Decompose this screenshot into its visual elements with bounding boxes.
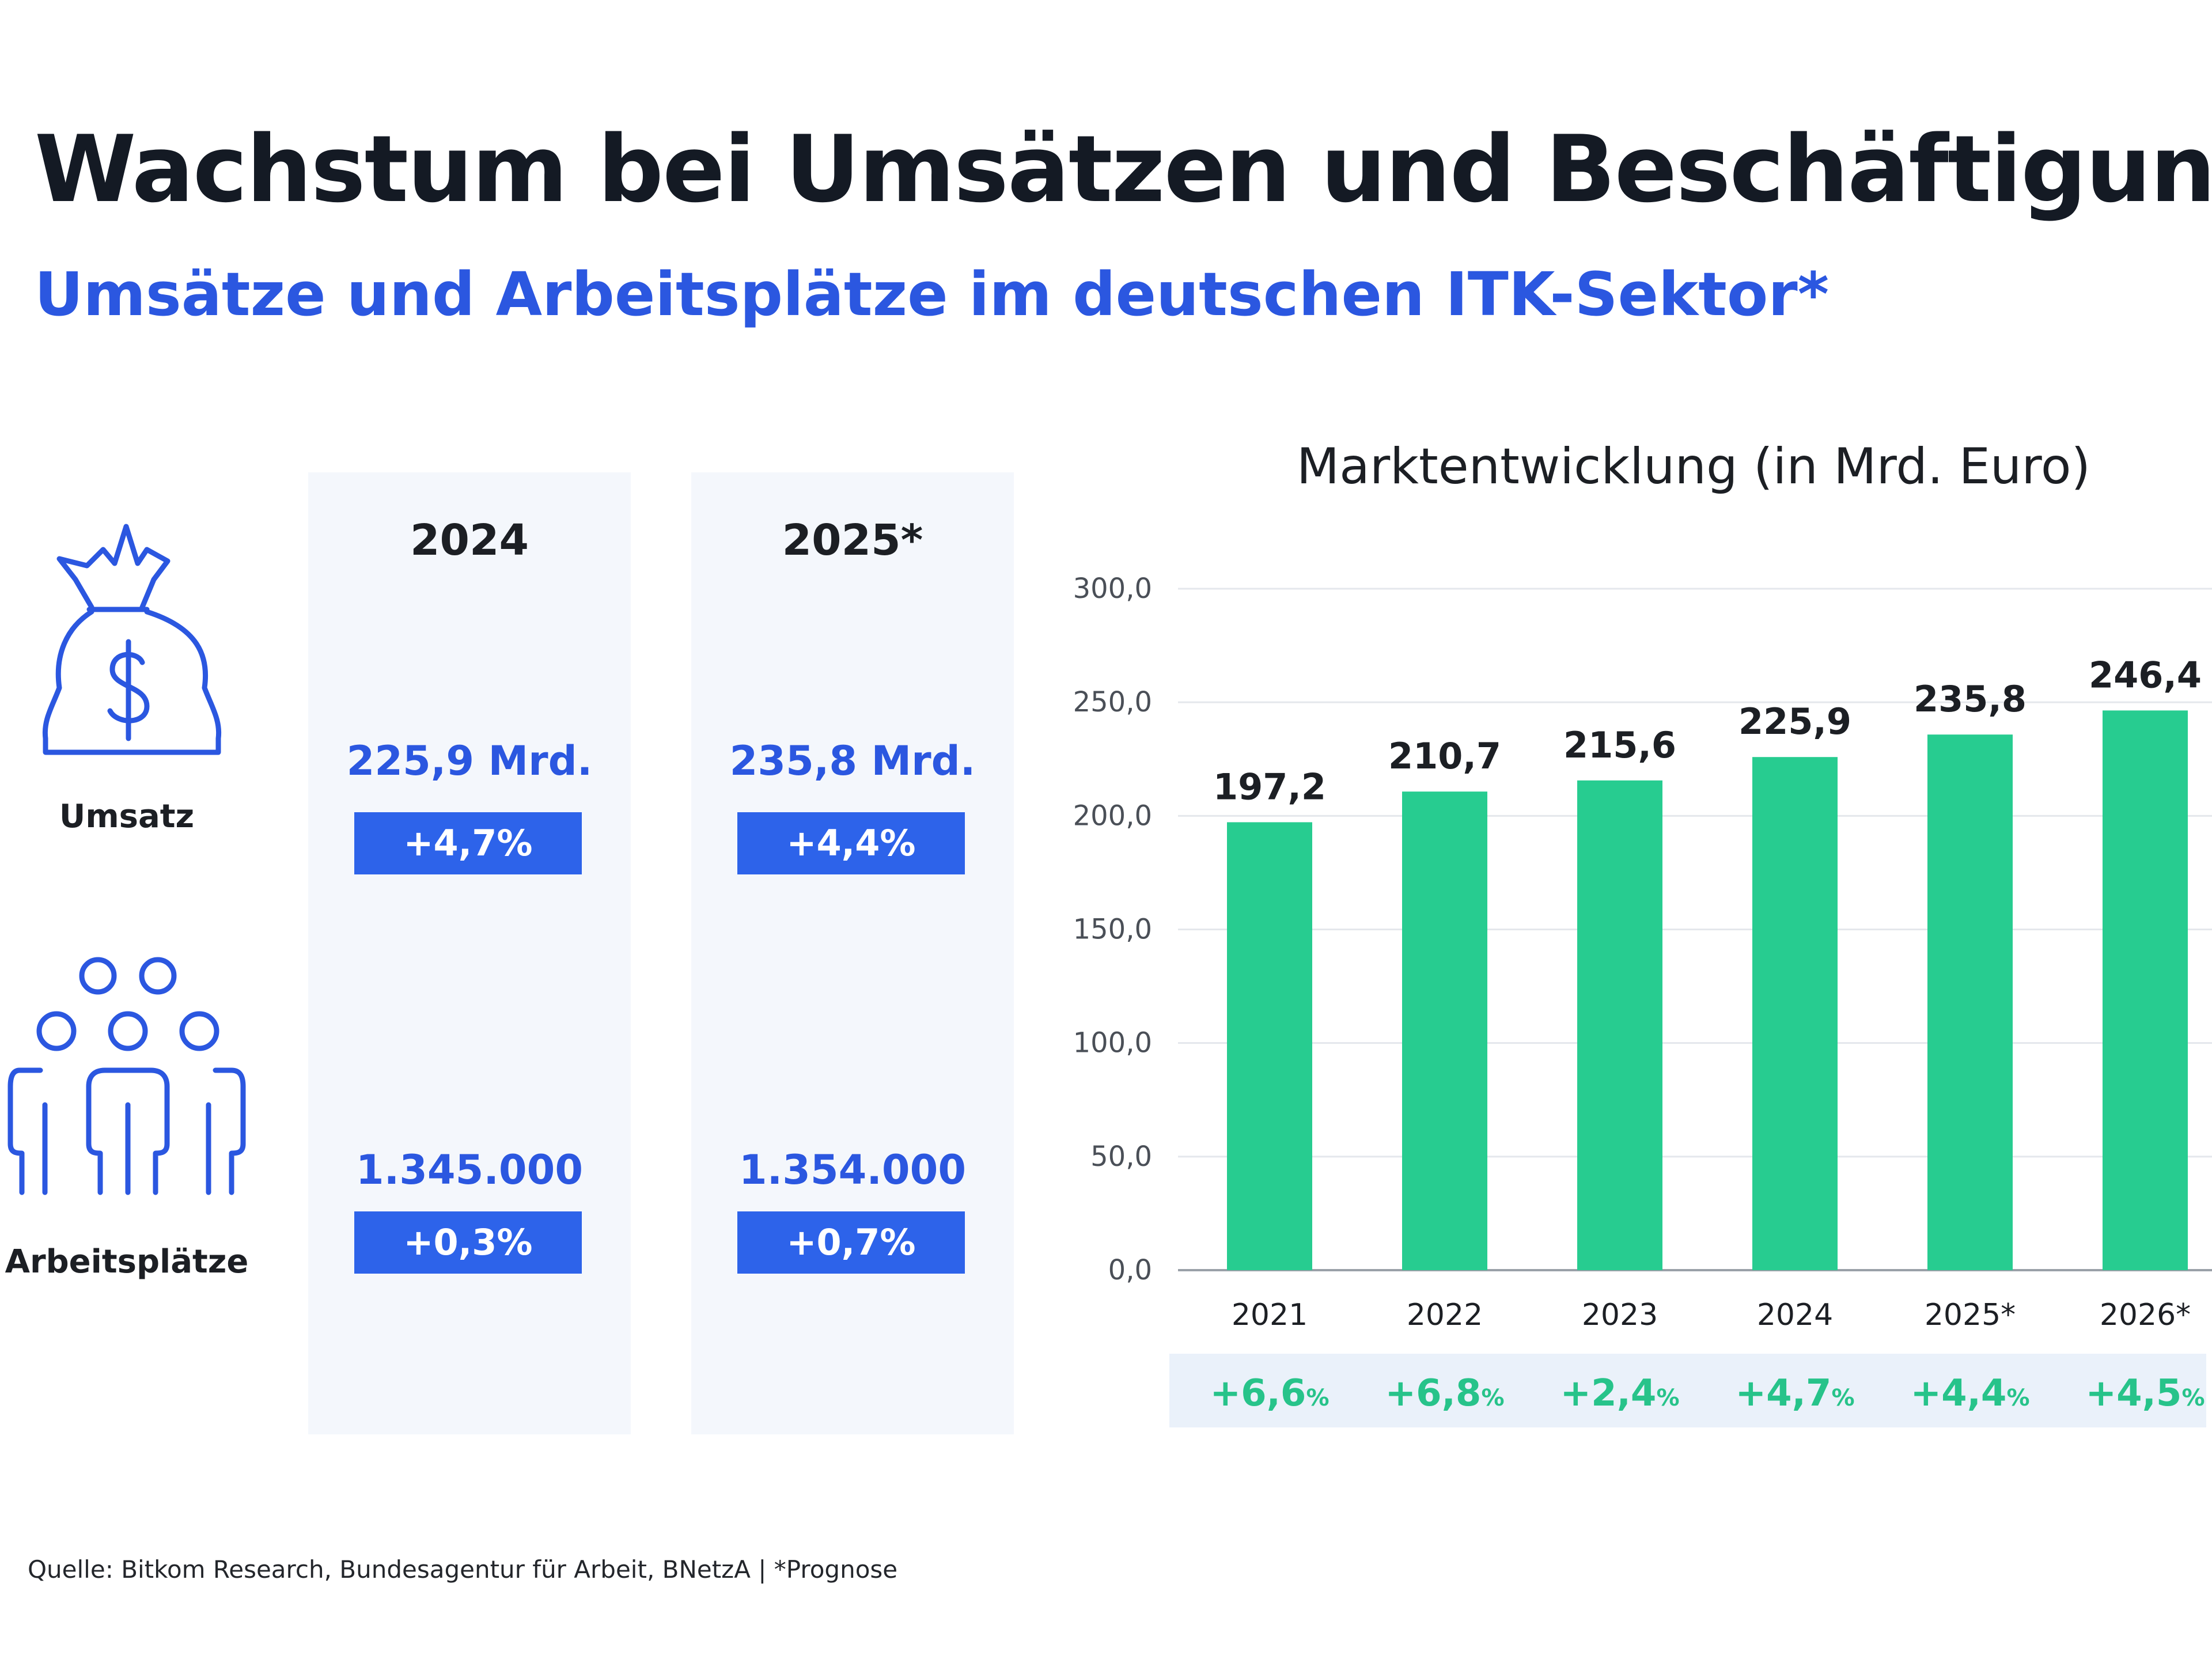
growth-label: +6,8%: [1385, 1372, 1504, 1415]
page-title: Wachstum bei Umsätzen und Beschäftigung: [35, 115, 2212, 223]
growth-label: +4,4%: [1910, 1372, 2029, 1415]
growth-value: +6,8: [1385, 1372, 1481, 1415]
growth-unit: %: [1306, 1385, 1329, 1411]
growth-unit: %: [2006, 1385, 2029, 1411]
data-label: 215,6: [1563, 724, 1676, 766]
bar: [2103, 710, 2188, 1270]
growth-label: +2,4%: [1560, 1372, 1679, 1415]
page-subtitle: Umsätze und Arbeitsplätze im deutschen I…: [35, 259, 1830, 329]
people-icon: [7, 957, 246, 1195]
growth-value: +6,6: [1210, 1372, 1306, 1415]
money-bag-icon: [42, 524, 222, 755]
growth-unit: %: [1656, 1385, 1679, 1411]
revenue-row-label: Umsatz: [59, 798, 195, 835]
growth-value: +4,5: [2085, 1372, 2181, 1415]
y-tick-label: 300,0: [1073, 573, 1152, 605]
revenue-change-badge: +4,4%: [737, 812, 965, 874]
growth-value: +4,7: [1735, 1372, 1831, 1415]
jobs-value: 1.354.000: [738, 1146, 967, 1194]
data-label: 235,8: [1914, 678, 2027, 720]
growth-band: [1169, 1354, 2206, 1427]
x-tick-label: 2022: [1407, 1298, 1483, 1332]
growth-label: +4,7%: [1735, 1372, 1854, 1415]
bar: [1577, 780, 1662, 1270]
growth-unit: %: [1481, 1385, 1504, 1411]
chart-title: Marktentwicklung (in Mrd. Euro): [1296, 438, 2091, 495]
x-tick-label: 2026*: [2100, 1298, 2191, 1332]
data-label: 246,4: [2089, 654, 2202, 696]
source-note: Quelle: Bitkom Research, Bundesagentur f…: [28, 1555, 898, 1584]
y-tick-label: 250,0: [1073, 686, 1152, 718]
revenue-value: 225,9 Mrd.: [346, 737, 593, 785]
growth-unit: %: [1831, 1385, 1854, 1411]
bar: [1927, 734, 2013, 1270]
growth-value: +4,4: [1910, 1372, 2006, 1415]
growth-label: +4,5%: [2085, 1372, 2205, 1415]
year-column-2024: 2024 225,9 Mrd. +4,7% 1.345.000 +0,3%: [308, 472, 631, 1434]
bar: [1227, 822, 1312, 1270]
x-tick-label: 2023: [1582, 1298, 1658, 1332]
revenue-value: 235,8 Mrd.: [729, 737, 976, 785]
growth-label: +6,6%: [1210, 1372, 1329, 1415]
jobs-value: 1.345.000: [355, 1146, 584, 1194]
data-label: 197,2: [1213, 766, 1326, 808]
jobs-change-badge: +0,3%: [354, 1211, 582, 1274]
growth-value: +2,4: [1560, 1372, 1656, 1415]
y-tick-label: 200,0: [1073, 800, 1152, 832]
jobs-row-label: Arbeitsplätze: [5, 1243, 249, 1281]
revenue-change-badge: +4,7%: [354, 812, 582, 874]
bar: [1752, 757, 1838, 1270]
y-tick-label: 100,0: [1073, 1027, 1152, 1059]
column-year: 2025*: [782, 516, 923, 565]
growth-unit: %: [2181, 1385, 2205, 1411]
x-tick-label: 2021: [1232, 1298, 1308, 1332]
x-tick-label: 2024: [1757, 1298, 1833, 1332]
y-tick-label: 50,0: [1090, 1141, 1152, 1173]
year-column-2025: 2025* 235,8 Mrd. +4,4% 1.354.000 +0,7%: [691, 472, 1014, 1434]
jobs-change-badge: +0,7%: [737, 1211, 965, 1274]
y-tick-label: 0,0: [1108, 1254, 1152, 1286]
x-tick-label: 2025*: [1925, 1298, 2016, 1332]
data-label: 210,7: [1388, 735, 1501, 777]
column-year: 2024: [410, 516, 529, 565]
data-label: 225,9: [1738, 700, 1851, 743]
y-tick-label: 150,0: [1073, 914, 1152, 946]
bar: [1402, 791, 1487, 1270]
